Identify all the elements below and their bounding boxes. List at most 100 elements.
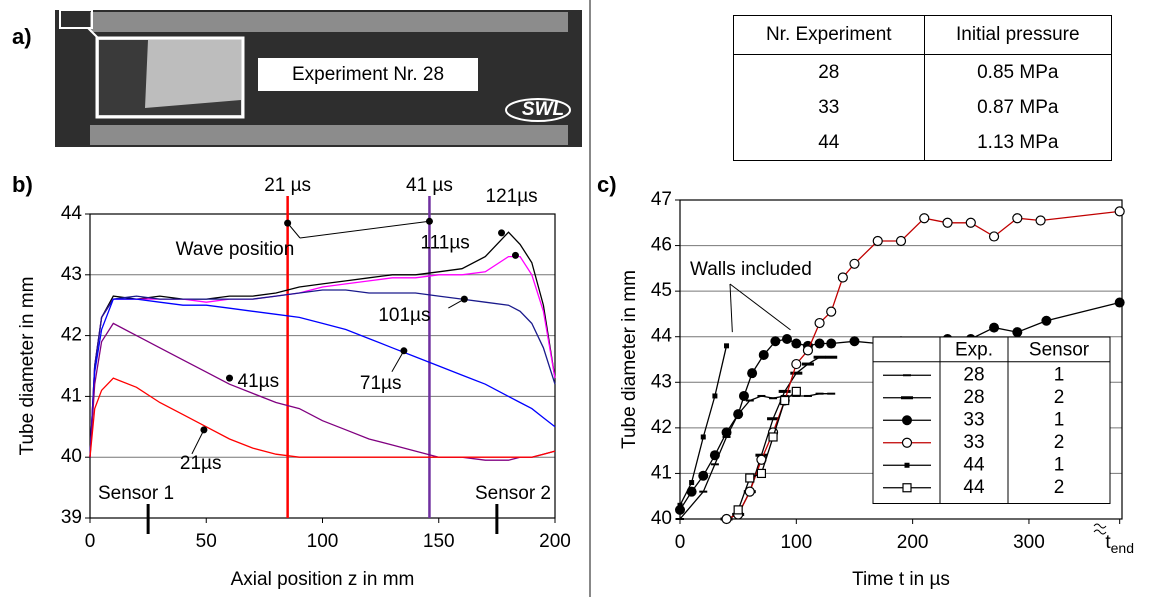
marker <box>919 213 930 224</box>
legend-header: Sensor <box>1029 340 1090 361</box>
series-line <box>89 322 556 461</box>
wave-label: 21 µs <box>264 175 311 196</box>
photo-caption: Experiment Nr. 28 <box>292 64 444 85</box>
marker <box>757 394 766 397</box>
y-axis-label: Tube diameter in mm <box>17 277 38 456</box>
marker <box>738 390 749 401</box>
leader-line <box>191 429 205 455</box>
marker <box>767 417 780 421</box>
series-line <box>679 345 728 506</box>
legend-label: 1 <box>1054 454 1065 475</box>
marker <box>1041 315 1052 326</box>
series-line <box>89 255 556 458</box>
x-tick-label: 0 <box>85 531 96 552</box>
x-axis-label: Time t in µs <box>852 569 950 590</box>
annotation: Wave position <box>176 239 295 260</box>
marker <box>778 389 791 393</box>
marker <box>1114 297 1125 308</box>
label-dot <box>226 374 233 382</box>
y-tick-label: 40 <box>651 508 672 529</box>
series-label: 111µs <box>420 232 469 253</box>
marker <box>802 345 814 356</box>
marker <box>699 490 708 493</box>
y-tick-label: 41 <box>651 462 672 483</box>
series-line <box>89 377 556 458</box>
label-dot <box>511 251 519 259</box>
x-tick-label: 200 <box>897 532 929 553</box>
marker <box>902 483 912 493</box>
x-tick-label: 100 <box>307 531 339 552</box>
marker <box>901 437 913 448</box>
marker <box>942 217 953 228</box>
marker <box>1012 327 1023 338</box>
y-axis-label: Tube diameter in mm <box>619 270 640 449</box>
y-tick-label: 45 <box>651 280 672 301</box>
annotation: Walls included <box>690 259 812 280</box>
marker <box>780 395 790 406</box>
panel-label: b) <box>12 172 33 197</box>
marker <box>745 399 754 402</box>
y-tick-label: 41 <box>61 385 82 406</box>
label-dot <box>200 426 208 434</box>
marker <box>769 397 778 400</box>
legend-label: 2 <box>1054 432 1065 453</box>
legend-label: 28 <box>963 387 984 408</box>
tick-subscript: end <box>1111 540 1134 556</box>
marker <box>700 434 706 440</box>
marker <box>791 338 802 349</box>
wave-marker <box>425 217 433 225</box>
marker <box>904 462 910 468</box>
marker <box>733 505 743 515</box>
y-tick-label: 46 <box>651 235 672 256</box>
marker <box>686 486 697 497</box>
marker <box>837 272 848 283</box>
cell: 33 <box>818 96 840 118</box>
marker <box>827 392 836 395</box>
panel-label: a) <box>12 24 32 49</box>
header-cell: Initial pressure <box>923 15 1112 55</box>
x-tick-label: tend <box>1105 532 1134 556</box>
y-tick-label: 42 <box>61 325 82 346</box>
photo: Experiment Nr. 28 SWL <box>55 9 582 147</box>
marker <box>782 333 793 344</box>
cell: 1.13 MPa <box>923 125 1112 161</box>
marker <box>872 235 883 247</box>
legend-label: 44 <box>963 454 985 475</box>
series-label: 21µs <box>180 453 222 474</box>
legend-header: Exp. <box>955 340 993 361</box>
marker <box>676 518 684 520</box>
marker <box>709 450 720 461</box>
marker <box>803 394 812 397</box>
marker <box>770 336 781 347</box>
cell: 28 <box>818 61 840 83</box>
leader-line <box>729 283 791 331</box>
marker <box>689 480 695 486</box>
marker <box>1035 215 1046 226</box>
marker <box>733 409 744 420</box>
legend-label: 1 <box>1054 409 1065 430</box>
y-tick-label: 43 <box>61 264 82 285</box>
table-header: Nr. Experiment Initial pressure <box>733 15 1112 55</box>
x-axis-label: Axial position z in mm <box>231 569 415 590</box>
header-cell: Nr. Experiment <box>733 15 925 55</box>
leader-line <box>391 350 405 373</box>
marker <box>814 338 825 349</box>
cell: 0.87 MPa <box>923 90 1112 125</box>
y-tick-label: 44 <box>651 326 673 347</box>
series-line <box>89 298 556 458</box>
marker <box>895 235 907 247</box>
x-tick-label: 300 <box>1013 532 1045 553</box>
x-tick-label: 200 <box>539 531 571 552</box>
series-label: 101µs <box>378 305 430 326</box>
marker <box>849 258 860 269</box>
marker <box>721 427 732 438</box>
y-tick-label: 39 <box>61 507 82 528</box>
leader-line <box>729 283 733 333</box>
marker <box>698 470 709 481</box>
pressure-table: Nr. Experiment Initial pressure 28 0.85 MP… <box>733 15 1112 161</box>
y-tick-label: 40 <box>61 446 82 467</box>
table-row: 33 0.87 MPa <box>734 90 1112 125</box>
wave-marker <box>284 219 292 227</box>
tick-text: t <box>1105 532 1111 553</box>
